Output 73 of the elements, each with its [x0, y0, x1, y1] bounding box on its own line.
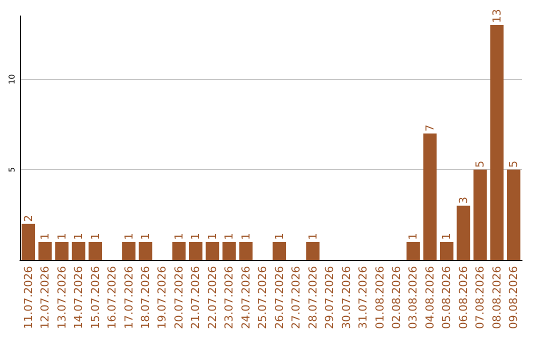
x-tick-label: 17.07.2026 [122, 266, 136, 330]
bar [22, 224, 36, 260]
x-tick-label: 29.07.2026 [323, 266, 336, 330]
x-tick-label: 13.07.2026 [55, 266, 68, 330]
data-label: 1 [206, 232, 219, 240]
data-label: 1 [239, 232, 252, 240]
data-label: 7 [423, 124, 436, 132]
x-tick-label: 28.07.2026 [306, 266, 320, 330]
data-label: 13 [490, 9, 504, 24]
data-label: 2 [22, 214, 35, 222]
data-label: 1 [122, 232, 136, 240]
x-tick-label: 27.07.2026 [290, 266, 303, 330]
x-tick-label: 18.07.2026 [139, 266, 152, 330]
x-tick-label: 23.07.2026 [222, 266, 236, 330]
bar [490, 25, 504, 260]
data-label: 1 [222, 232, 236, 240]
x-tick-label: 12.07.2026 [38, 266, 52, 330]
x-tick-label: 25.07.2026 [256, 266, 270, 330]
x-tick-label: 02.08.2026 [390, 266, 403, 330]
data-label: 1 [172, 232, 186, 240]
x-tick-label: 11.07.2026 [22, 266, 35, 330]
bar [38, 242, 52, 260]
bar [306, 242, 320, 260]
x-tick-label: 26.07.2026 [272, 266, 286, 330]
data-label: 1 [406, 232, 420, 240]
bar [423, 133, 437, 260]
x-tick-label: 21.07.2026 [189, 266, 202, 330]
bar [206, 242, 220, 260]
data-label: 1 [139, 232, 152, 240]
x-tick-label: 05.08.2026 [440, 266, 454, 330]
bar [138, 242, 152, 260]
bar [239, 242, 253, 260]
x-tick-label: 14.07.2026 [72, 266, 86, 330]
data-label: 5 [474, 160, 487, 168]
x-tick-label: 03.08.2026 [406, 266, 420, 330]
bar [55, 242, 69, 260]
bar [272, 242, 286, 260]
bar [189, 242, 202, 260]
bar [172, 242, 186, 260]
data-label: 1 [38, 232, 52, 240]
data-label: 5 [507, 160, 520, 168]
x-tick-label: 19.07.2026 [156, 266, 169, 330]
x-tick-label: 22.07.2026 [206, 266, 219, 330]
data-label: 1 [88, 232, 102, 240]
bar [456, 206, 470, 260]
x-tick-label: 30.07.2026 [340, 266, 353, 330]
data-label: 1 [72, 232, 86, 240]
y-tick-label: 10 [8, 74, 16, 84]
data-label: 1 [189, 232, 202, 240]
x-tick-label: 06.08.2026 [456, 266, 470, 330]
x-tick-label: 04.08.2026 [423, 266, 436, 330]
x-tick-label: 09.08.2026 [507, 266, 520, 330]
bar [88, 242, 102, 260]
bar [222, 242, 236, 260]
x-tick-label: 31.07.2026 [356, 266, 370, 330]
data-label: 3 [456, 196, 470, 204]
data-label: 1 [440, 232, 454, 240]
x-tick-label: 20.07.2026 [172, 266, 186, 330]
bar [406, 242, 420, 260]
x-tick-label: 15.07.2026 [88, 266, 102, 330]
bar [72, 242, 86, 260]
x-tick-label: 16.07.2026 [106, 266, 119, 330]
bar [506, 170, 520, 260]
data-label: 1 [55, 232, 68, 240]
data-label: 1 [306, 232, 320, 240]
bar [440, 242, 454, 260]
bar [473, 170, 487, 260]
x-tick-label: 01.08.2026 [373, 266, 386, 330]
x-tick-label: 07.08.2026 [474, 266, 487, 330]
x-tick-label: 08.08.2026 [490, 266, 504, 330]
bar [122, 242, 136, 260]
x-tick-label: 24.07.2026 [239, 266, 252, 330]
data-label: 1 [272, 232, 286, 240]
